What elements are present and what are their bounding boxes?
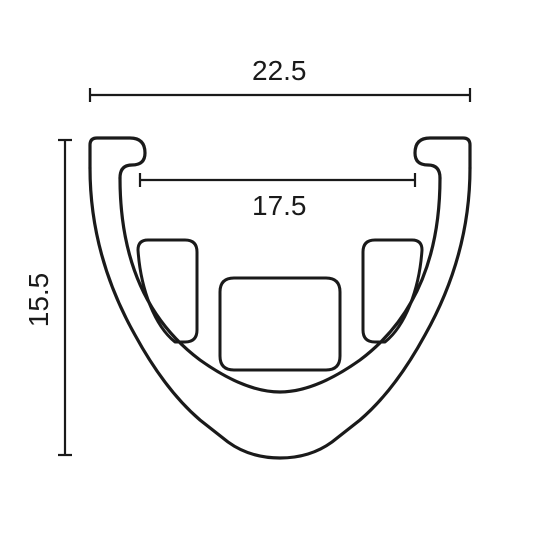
- rim-cross-section-diagram: 22.5 17.5 15.5: [0, 0, 535, 535]
- cutout-center: [220, 278, 340, 370]
- rim-profile: [90, 138, 470, 458]
- dim-height-value: 15.5: [23, 273, 54, 328]
- dim-inner-width: 17.5: [140, 173, 415, 221]
- right-hook: [415, 138, 470, 178]
- dim-height: 15.5: [23, 140, 72, 455]
- dim-outer-width: 22.5: [90, 55, 470, 102]
- left-hook: [90, 138, 145, 178]
- dim-inner-width-value: 17.5: [252, 190, 307, 221]
- dim-outer-width-value: 22.5: [252, 55, 307, 86]
